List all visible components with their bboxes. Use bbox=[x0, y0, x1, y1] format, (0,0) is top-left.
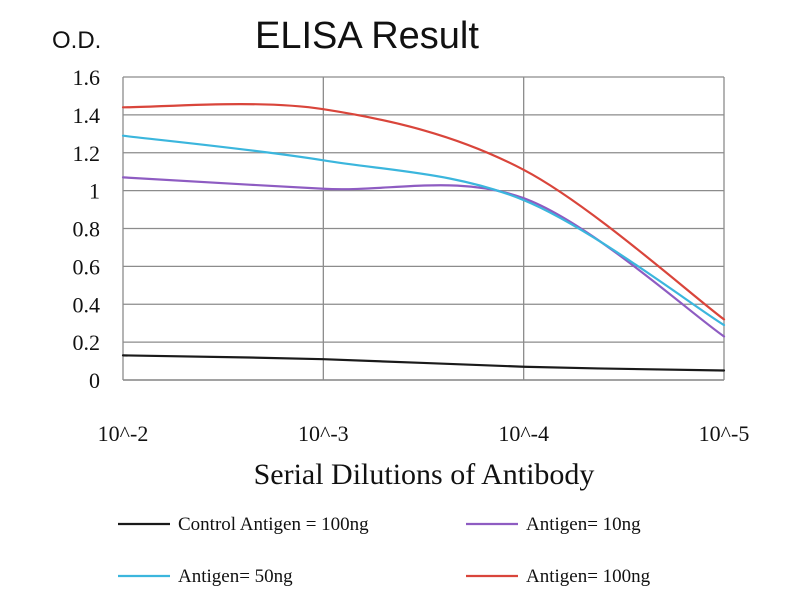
legend: Control Antigen = 100ng Antigen= 10ng Anti… bbox=[118, 514, 651, 587]
y-tick-label: 0.2 bbox=[73, 330, 101, 355]
legend-label: Control Antigen = 100ng bbox=[178, 514, 369, 535]
y-tick-label: 1.2 bbox=[73, 141, 101, 166]
x-axis-label: Serial Dilutions of Antibody bbox=[254, 458, 595, 491]
series-line-4 bbox=[121, 103, 726, 321]
y-tick-label: 0.8 bbox=[73, 217, 101, 242]
y-tick-label: 1 bbox=[89, 179, 100, 204]
x-tick-label: 10^-5 bbox=[699, 421, 750, 446]
legend-label: Antigen= 50ng bbox=[178, 566, 293, 587]
x-tick-label: 10^-3 bbox=[298, 421, 349, 446]
series-line-2 bbox=[121, 176, 726, 338]
y-tick-label: 0.4 bbox=[73, 292, 101, 317]
series-line-1 bbox=[121, 354, 726, 372]
grid bbox=[122, 76, 725, 381]
y-axis-label: O.D. bbox=[52, 27, 101, 54]
series-line-3 bbox=[121, 134, 726, 327]
x-tick-labels: 10^-2 10^-3 10^-4 10^-5 bbox=[98, 421, 750, 446]
y-tick-label: 0 bbox=[89, 368, 100, 393]
y-tick-labels: 0 0.2 0.4 0.6 0.8 1 1.2 1.4 1.6 bbox=[73, 65, 101, 393]
x-tick-label: 10^-4 bbox=[498, 421, 549, 446]
legend-label: Antigen= 10ng bbox=[526, 514, 641, 535]
x-tick-label: 10^-2 bbox=[98, 421, 149, 446]
chart-title: ELISA Result bbox=[255, 15, 479, 57]
series-lines bbox=[121, 103, 726, 372]
y-tick-label: 1.4 bbox=[73, 103, 101, 128]
legend-label: Antigen= 100ng bbox=[526, 566, 651, 587]
y-tick-label: 0.6 bbox=[73, 254, 101, 279]
y-tick-label: 1.6 bbox=[73, 65, 101, 90]
